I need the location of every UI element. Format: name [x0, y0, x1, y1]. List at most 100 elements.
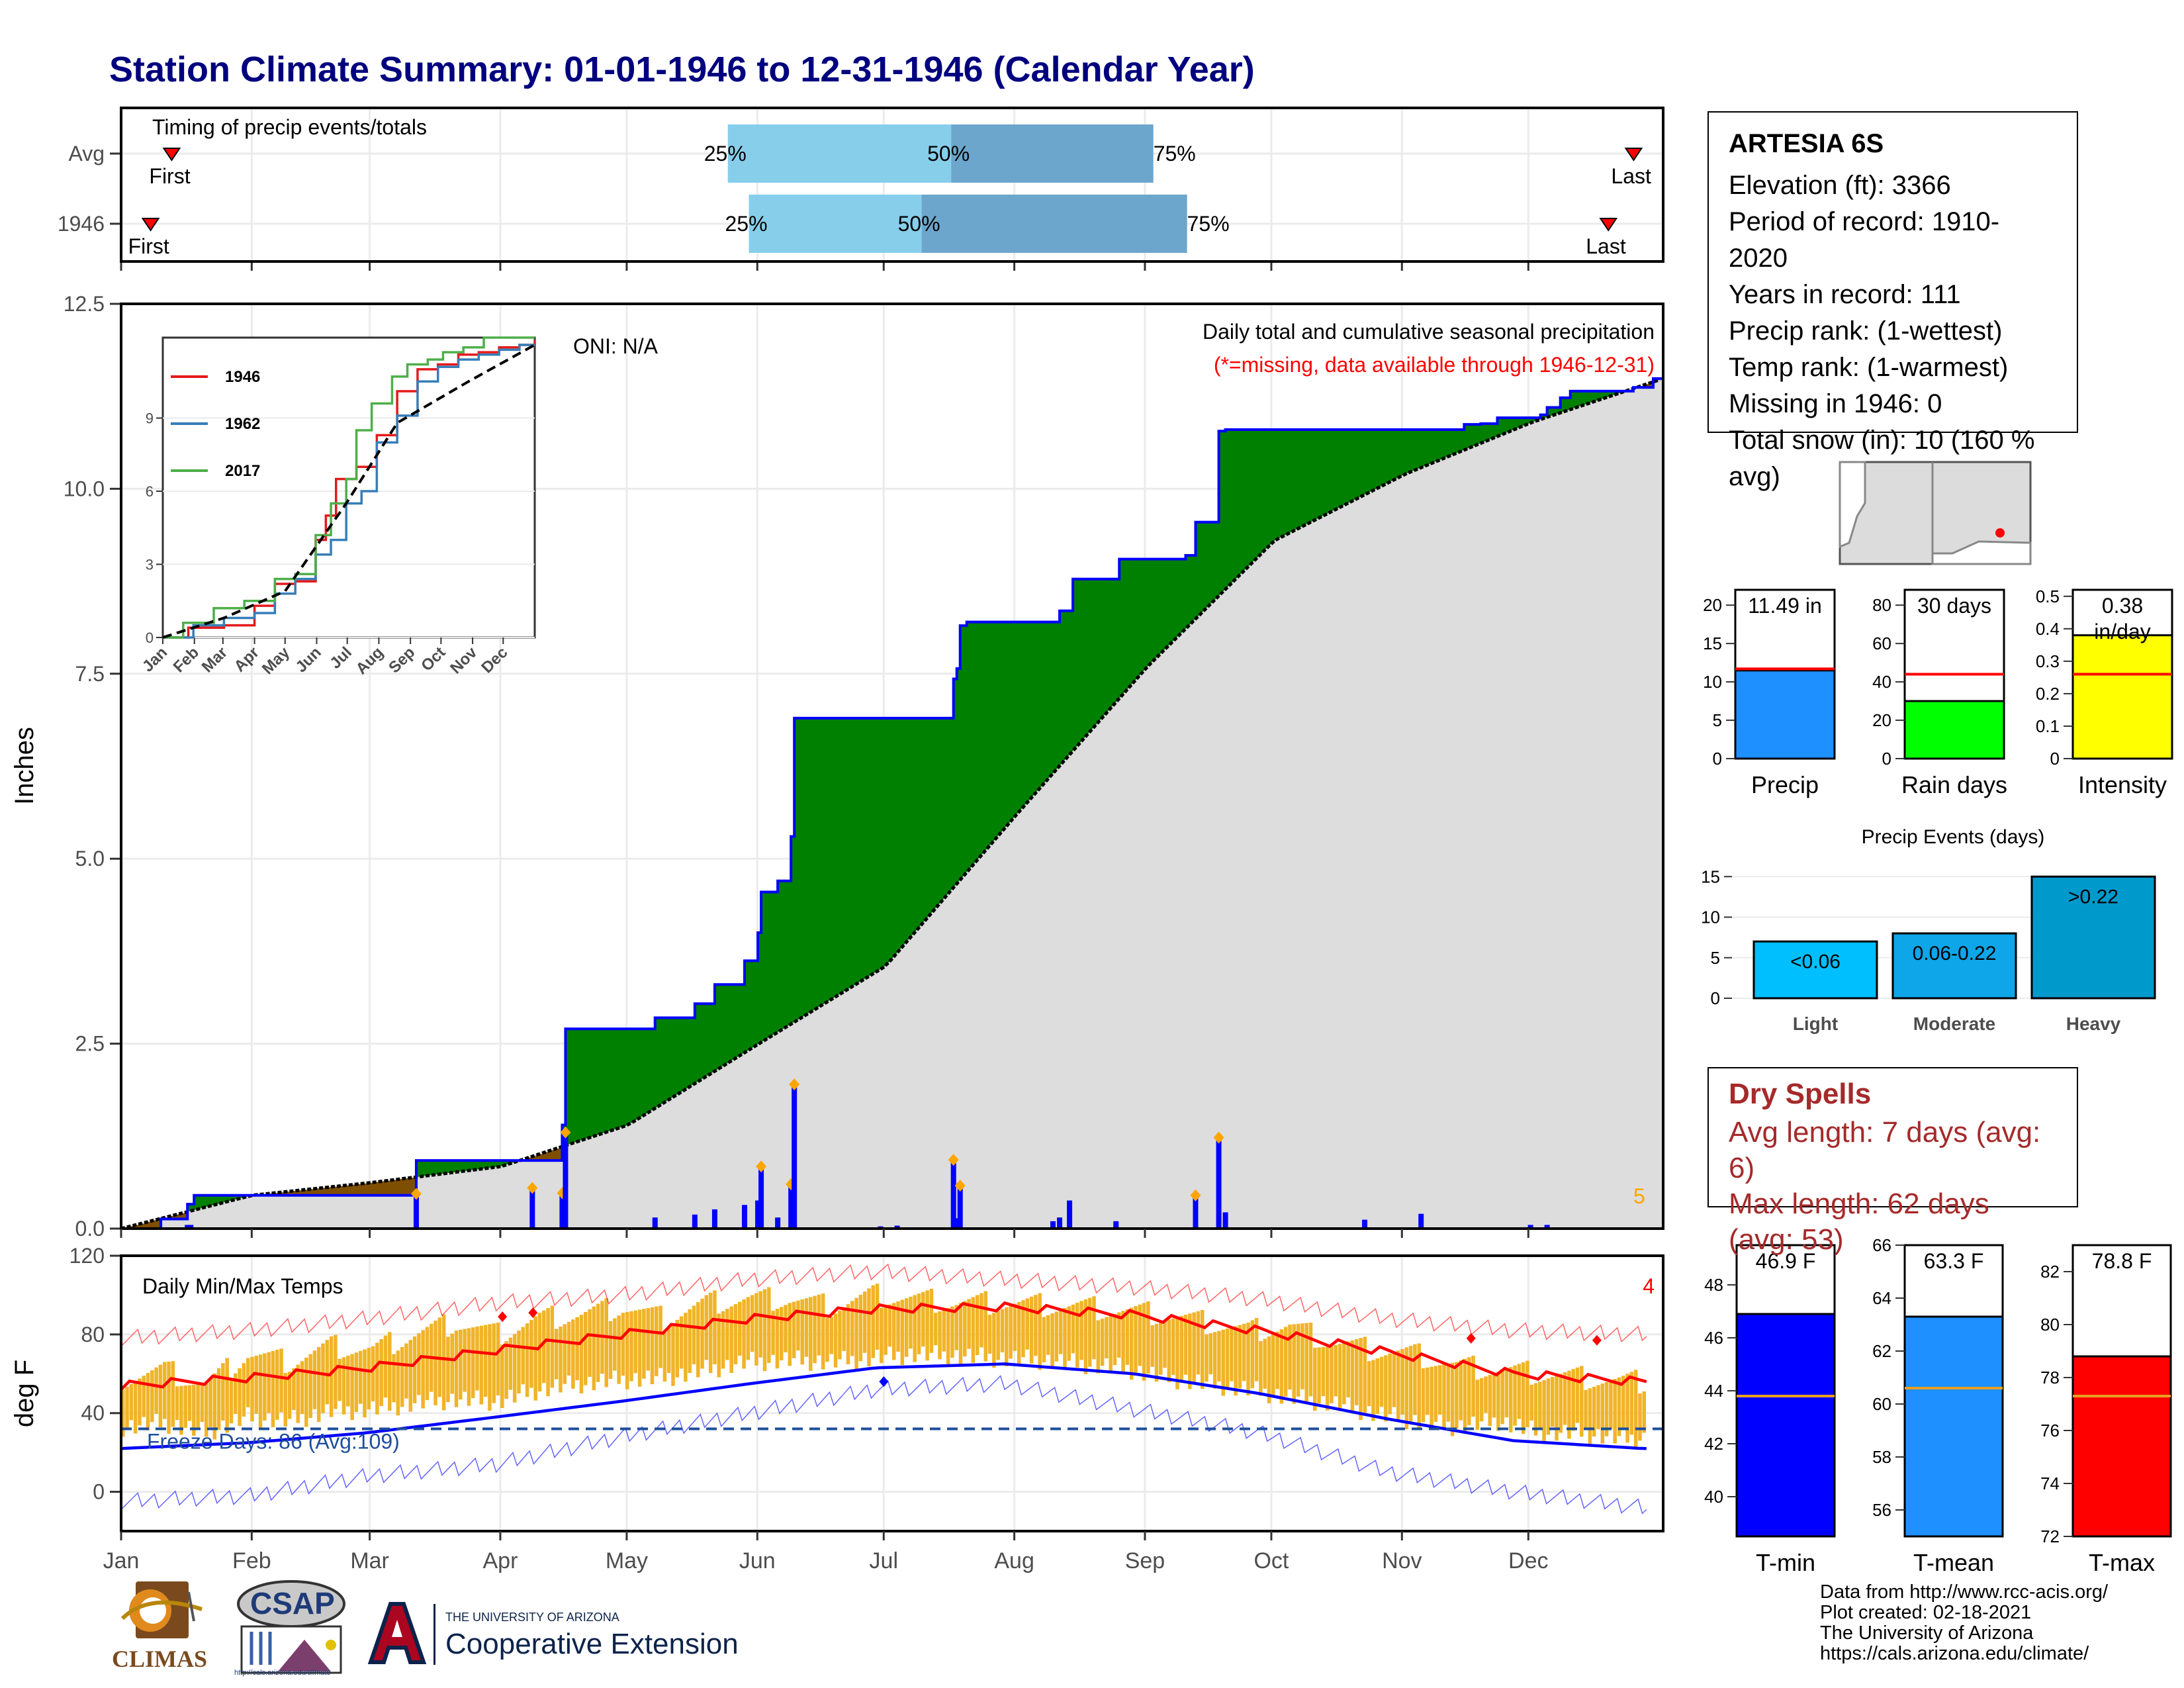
- climas-logo[interactable]: CLIMAS: [109, 1579, 215, 1678]
- below-normal-fill: [532, 1156, 536, 1161]
- above-normal-fill: [671, 1017, 676, 1098]
- below-normal-fill: [287, 1192, 291, 1196]
- daily-temp-bar: [846, 1304, 850, 1365]
- daily-temp-bar: [363, 1349, 367, 1418]
- daily-temp-bar: [1217, 1331, 1221, 1382]
- daily-temp-bar: [1230, 1327, 1234, 1382]
- station-temp-rank: Temp rank: (1-warmest): [1729, 353, 2009, 382]
- precip-plot-group: [121, 377, 1663, 1229]
- record-day-marker: [879, 1376, 889, 1387]
- daily-temp-bar: [1521, 1362, 1525, 1434]
- below-normal-fill: [356, 1184, 361, 1196]
- daily-temp-bar: [287, 1372, 292, 1419]
- above-normal-fill: [758, 932, 762, 1045]
- raindays-summary-value-label: 30 days: [1917, 594, 1991, 618]
- temp-min-summary-y-tick-label: 44: [1704, 1381, 1723, 1401]
- daily-temp-bar: [208, 1378, 212, 1428]
- above-normal-fill: [1182, 559, 1187, 632]
- daily-temp-bar: [1250, 1320, 1255, 1389]
- below-normal-fill: [300, 1190, 304, 1196]
- temp-mean-summary-value-label: 63.3 F: [1924, 1249, 1984, 1273]
- first-event-marker: [162, 148, 181, 162]
- below-normal-fill: [383, 1181, 387, 1196]
- above-normal-fill: [1109, 579, 1113, 710]
- above-normal-fill: [486, 1160, 490, 1169]
- above-normal-fill: [608, 1029, 613, 1132]
- daily-temp-bar: [1021, 1300, 1025, 1358]
- cumulative-1946-line: [121, 377, 1663, 1229]
- above-normal-fill: [1507, 418, 1512, 433]
- daily-temp-bar: [1208, 1333, 1213, 1375]
- above-normal-fill: [678, 1017, 682, 1094]
- daily-temp-bar: [596, 1303, 600, 1382]
- above-normal-fill: [578, 1029, 583, 1141]
- above-normal-fill: [1278, 429, 1283, 539]
- above-normal-fill: [999, 622, 1004, 834]
- below-normal-fill: [386, 1180, 390, 1196]
- daily-temp-bar: [850, 1301, 854, 1356]
- above-normal-fill: [1550, 407, 1555, 416]
- daily-temp-bar: [275, 1350, 279, 1420]
- above-normal-fill: [419, 1160, 424, 1177]
- daily-temp-bar: [179, 1385, 183, 1435]
- ua-extension-logo[interactable]: THE UNIVERSITY OF ARIZONA Cooperative Ex…: [361, 1599, 758, 1671]
- above-normal-fill: [1046, 622, 1050, 781]
- timing-panel-border: [120, 107, 1664, 263]
- above-normal-fill: [439, 1160, 443, 1174]
- daily-temp-bar: [133, 1381, 138, 1434]
- daily-temp-bar: [346, 1355, 350, 1407]
- above-normal-fill: [1398, 429, 1402, 478]
- daily-temp-bar: [492, 1323, 496, 1403]
- above-normal-fill: [449, 1160, 453, 1173]
- precip-summary-axis-label: Precip: [1751, 771, 1819, 798]
- above-normal-fill: [1103, 579, 1107, 718]
- above-normal-fill: [1500, 418, 1505, 436]
- above-normal-fill: [499, 1160, 503, 1167]
- daily-temp-bar: [1371, 1360, 1375, 1421]
- temp-min-summary-y-tick-label: 40: [1704, 1487, 1723, 1507]
- daily-temp-bar: [1330, 1346, 1334, 1403]
- daily-temp-bar: [371, 1346, 375, 1401]
- above-normal-fill: [717, 984, 722, 1070]
- daily-temp-bar: [1342, 1342, 1346, 1405]
- below-normal-fill: [134, 1225, 138, 1229]
- daily-precip-bar: [742, 1205, 748, 1229]
- climas-text: CLIMAS: [112, 1646, 208, 1672]
- above-normal-fill: [927, 718, 931, 919]
- daily-temp-bar: [200, 1383, 205, 1423]
- daily-temp-bar: [671, 1323, 675, 1386]
- daily-temp-bar: [533, 1316, 537, 1401]
- above-normal-fill: [446, 1160, 450, 1174]
- above-normal-fill: [768, 892, 772, 1039]
- below-normal-fill: [340, 1186, 344, 1196]
- daily-precip-bar: [755, 1200, 761, 1229]
- csap-logo[interactable]: CSAP http://cals.arizona.edu/climate: [232, 1579, 347, 1678]
- above-normal-fill: [618, 1029, 623, 1129]
- daily-temp-bar: [187, 1385, 192, 1421]
- temp-corner-label: 4: [1643, 1274, 1655, 1298]
- inset-series-line: [163, 336, 535, 639]
- below-normal-fill: [148, 1221, 152, 1229]
- daily-temp-bar: [592, 1306, 596, 1391]
- month-tick-label: Feb: [232, 1548, 271, 1573]
- above-normal-fill: [831, 718, 835, 1000]
- above-normal-fill: [989, 622, 994, 846]
- above-normal-fill: [1576, 391, 1581, 408]
- normal-min-line: [120, 1362, 1647, 1450]
- above-normal-fill: [1050, 622, 1054, 778]
- daily-temp-bar: [146, 1373, 150, 1430]
- above-normal-fill: [1026, 622, 1030, 804]
- daily-temp-bar: [1475, 1380, 1480, 1430]
- daily-temp-bar: [1588, 1388, 1592, 1444]
- daily-temp-bar: [1192, 1312, 1196, 1382]
- daily-temp-bar: [950, 1306, 954, 1358]
- daily-temp-bar: [296, 1364, 300, 1423]
- above-normal-fill: [1298, 429, 1302, 529]
- above-normal-fill: [482, 1160, 486, 1169]
- above-normal-fill: [1039, 622, 1044, 788]
- above-normal-fill: [1019, 622, 1024, 811]
- intensity-summary-value-label: 0.38: [2102, 594, 2143, 618]
- above-normal-fill: [1351, 429, 1355, 502]
- above-normal-fill: [1069, 610, 1073, 755]
- above-normal-fill: [651, 1029, 656, 1111]
